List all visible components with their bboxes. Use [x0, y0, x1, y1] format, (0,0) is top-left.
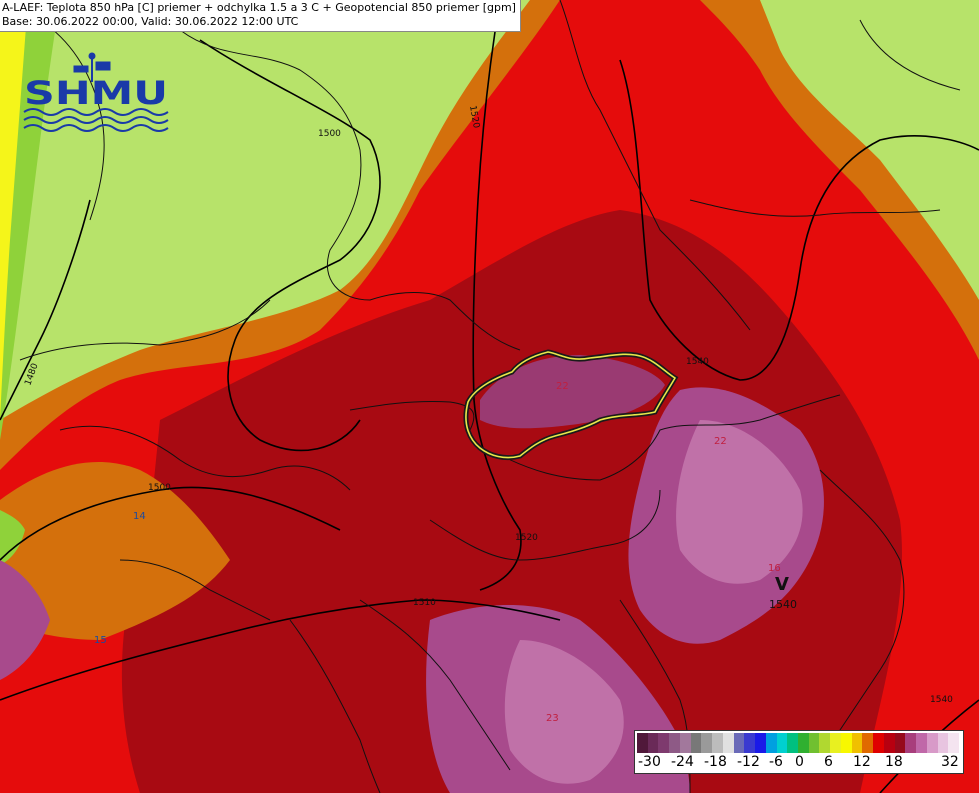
legend-swatch	[744, 733, 756, 753]
field-magenta-west	[0, 560, 50, 680]
legend-swatch	[819, 733, 831, 753]
legend-swatch	[873, 733, 884, 753]
legend-color-bar	[637, 733, 960, 753]
legend-swatch	[765, 733, 777, 753]
contour-1500-b	[0, 486, 341, 561]
legend-swatch	[894, 733, 906, 753]
legend-swatch	[637, 733, 648, 753]
legend-swatch	[658, 733, 670, 753]
contour-1510-a	[0, 599, 561, 701]
map-header: A-LAEF: Teplota 850 hPa [C] priemer + od…	[0, 0, 521, 32]
temperature-label: 23	[546, 713, 559, 724]
field-pink-south	[504, 640, 624, 784]
contour-label: 1520	[515, 533, 538, 543]
legend-swatch	[926, 733, 938, 753]
contour-1540-a	[619, 59, 979, 381]
legend-swatch	[776, 733, 788, 753]
contour-label: 1500	[148, 483, 171, 493]
legend-label: -12	[737, 754, 760, 770]
legend-swatch	[669, 733, 680, 753]
header-title: A-LAEF: Teplota 850 hPa [C] priemer + od…	[2, 1, 516, 14]
legend-label: -24	[671, 754, 694, 770]
contour-1500-a	[199, 39, 381, 452]
shmu-logo: SHMU	[23, 52, 169, 132]
border-8	[689, 199, 941, 217]
field-lightgreen-w2	[0, 510, 25, 565]
border-3	[19, 299, 271, 361]
slovakia-outline-inner	[465, 351, 677, 459]
border-9	[819, 469, 905, 761]
border-15	[859, 19, 961, 91]
border-4	[59, 425, 351, 491]
field-lightgreen-east	[760, 0, 979, 300]
waves-icon	[23, 108, 169, 132]
legend-swatch	[679, 733, 691, 753]
field-pink-east	[676, 420, 803, 584]
legend-swatch	[647, 733, 659, 753]
legend-swatch	[883, 733, 895, 753]
color-legend: -30 -24 -18 -12 -6 0 6 12 18 32	[634, 730, 964, 774]
legend-swatch	[701, 733, 713, 753]
contour-label: 1510	[413, 598, 436, 608]
legend-swatch	[755, 733, 766, 753]
legend-label: 0	[795, 754, 804, 770]
legend-label: -30	[638, 754, 661, 770]
header-validity: Base: 30.06.2022 00:00, Valid: 30.06.202…	[2, 15, 299, 28]
legend-label: -18	[704, 754, 727, 770]
temperature-label: 22	[714, 436, 727, 447]
contour-label: 1540	[686, 357, 709, 367]
field-yellow-strip	[0, 0, 28, 420]
contour-1520-a	[472, 0, 522, 591]
legend-labels: -30 -24 -18 -12 -6 0 6 12 18 32	[635, 753, 963, 771]
contour-1480-a	[0, 199, 91, 421]
border-1	[179, 29, 521, 351]
legend-swatch	[937, 733, 949, 753]
legend-swatch	[862, 733, 874, 753]
legend-swatch	[808, 733, 820, 753]
temperature-label: 14	[133, 511, 146, 522]
border-11	[289, 619, 381, 793]
contour-label: 1540	[930, 695, 953, 705]
legend-label: 12	[853, 754, 871, 770]
legend-swatch	[851, 733, 863, 753]
legend-swatch	[798, 733, 809, 753]
legend-swatch	[787, 733, 799, 753]
country-borders	[19, 0, 961, 793]
field-magenta-slovakia	[480, 355, 665, 429]
legend-swatch	[690, 733, 702, 753]
weather-station-icon	[73, 52, 111, 82]
contour-label: 1520	[467, 105, 481, 130]
field-lightgreen	[0, 0, 530, 420]
legend-swatch	[916, 733, 927, 753]
temperature-label: 15	[94, 635, 107, 646]
logo-text: SHMU	[24, 74, 168, 112]
border-2	[349, 401, 475, 431]
field-darkred-core	[121, 210, 902, 793]
temperature-label: 16	[768, 563, 781, 574]
legend-swatch	[840, 733, 852, 753]
legend-swatch	[722, 733, 734, 753]
temperature-label: 22	[556, 381, 569, 392]
border-12	[359, 599, 511, 771]
legend-swatch	[830, 733, 841, 753]
field-orange-w2	[0, 461, 230, 640]
border-5	[499, 394, 841, 481]
legend-label: 18	[885, 754, 903, 770]
low-marker-value: 1540	[769, 598, 797, 611]
border-6	[429, 489, 661, 561]
low-marker-symbol: V	[775, 574, 789, 595]
legend-label: -6	[769, 754, 783, 770]
legend-swatch	[905, 733, 917, 753]
legend-swatch	[733, 733, 745, 753]
legend-label: 6	[824, 754, 833, 770]
border-7	[559, 0, 751, 331]
contour-label: 1500	[318, 129, 341, 139]
legend-label: 32	[941, 754, 959, 770]
border-13	[119, 559, 271, 621]
legend-swatch	[948, 733, 960, 753]
legend-swatch	[712, 733, 723, 753]
